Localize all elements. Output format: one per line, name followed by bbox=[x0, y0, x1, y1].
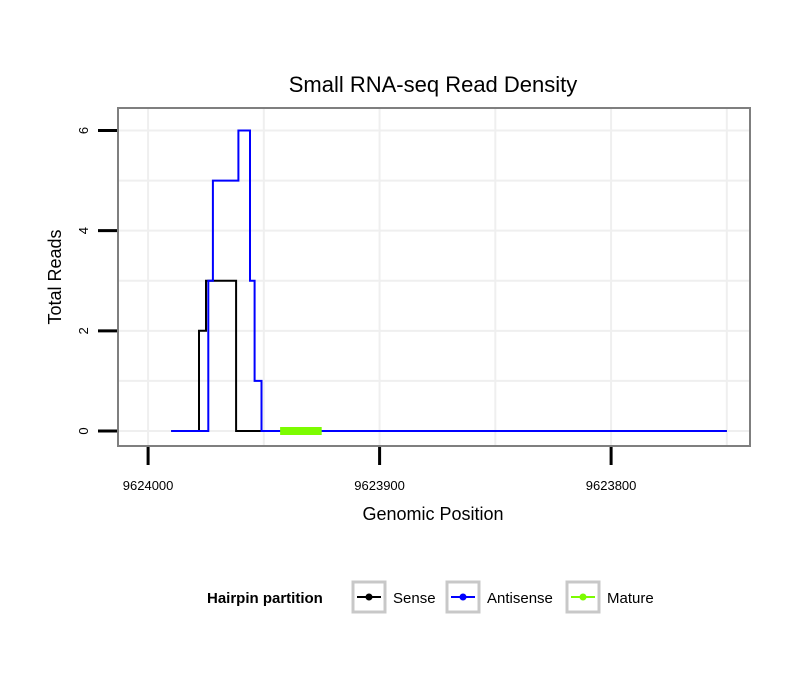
y-axis-label: Total Reads bbox=[45, 229, 65, 324]
series-line-antisense bbox=[171, 129, 727, 432]
x-tick-label: 9623800 bbox=[586, 478, 637, 493]
axes: 9624000 9623900 9623800 0 2 4 6 bbox=[76, 127, 636, 493]
series-line-sense bbox=[171, 279, 727, 432]
x-tick-label: 9624000 bbox=[123, 478, 174, 493]
chart-title: Small RNA-seq Read Density bbox=[289, 72, 578, 97]
legend-key-point bbox=[459, 593, 467, 601]
legend-entry-sense: Sense bbox=[351, 580, 436, 614]
y-tick-label: 6 bbox=[76, 127, 91, 134]
legend: Hairpin partition Sense Antisense Mature bbox=[207, 580, 654, 614]
legend-key-point bbox=[579, 593, 587, 601]
legend-entry-mature: Mature bbox=[565, 580, 654, 614]
legend-entry-antisense: Antisense bbox=[445, 580, 553, 614]
legend-key-point bbox=[365, 593, 373, 601]
plot-panel-border bbox=[117, 107, 751, 447]
legend-label: Sense bbox=[393, 590, 436, 607]
x-tick-label: 9623900 bbox=[354, 478, 405, 493]
legend-title: Hairpin partition bbox=[207, 590, 323, 607]
series-layer bbox=[171, 129, 727, 435]
y-tick-label: 0 bbox=[76, 427, 91, 434]
legend-label: Antisense bbox=[487, 590, 553, 607]
y-tick-label: 2 bbox=[76, 327, 91, 334]
legend-label: Mature bbox=[607, 590, 654, 607]
x-axis-label: Genomic Position bbox=[362, 504, 503, 524]
y-tick-label: 4 bbox=[76, 227, 91, 234]
